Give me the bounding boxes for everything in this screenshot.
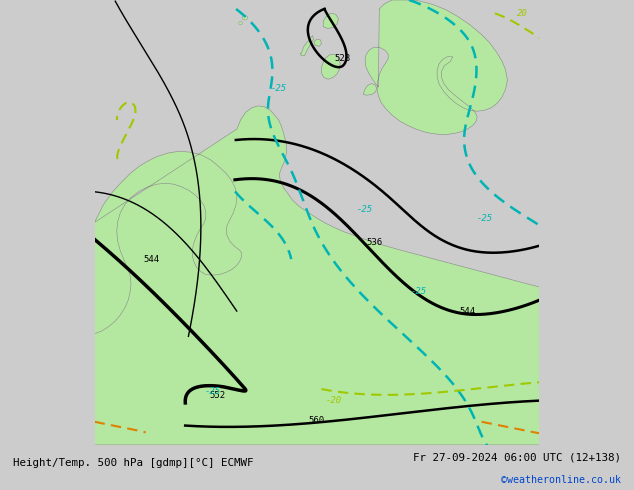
Polygon shape: [94, 106, 540, 445]
Polygon shape: [300, 36, 313, 56]
Text: ©weatheronline.co.uk: ©weatheronline.co.uk: [501, 475, 621, 485]
Text: Fr 27-09-2024 06:00 UTC (12+138): Fr 27-09-2024 06:00 UTC (12+138): [413, 453, 621, 463]
Polygon shape: [321, 54, 340, 79]
Text: -25: -25: [477, 214, 493, 222]
Text: 20: 20: [517, 9, 528, 18]
Text: 528: 528: [335, 54, 351, 63]
Text: 536: 536: [366, 239, 382, 247]
Text: -25: -25: [270, 84, 287, 94]
Text: -20: -20: [326, 396, 342, 405]
Text: 544: 544: [143, 255, 160, 264]
Polygon shape: [363, 84, 377, 95]
Ellipse shape: [242, 16, 248, 20]
Ellipse shape: [238, 22, 242, 24]
Text: -25: -25: [205, 387, 221, 396]
Text: 544: 544: [460, 307, 476, 316]
Text: 552: 552: [209, 392, 226, 400]
Text: Height/Temp. 500 hPa [gdmp][°C] ECMWF: Height/Temp. 500 hPa [gdmp][°C] ECMWF: [13, 458, 253, 468]
Text: -25: -25: [410, 287, 427, 296]
Text: -25: -25: [357, 205, 373, 214]
Text: 560: 560: [308, 416, 324, 425]
Polygon shape: [365, 0, 507, 134]
Polygon shape: [314, 39, 321, 46]
Polygon shape: [323, 13, 339, 28]
